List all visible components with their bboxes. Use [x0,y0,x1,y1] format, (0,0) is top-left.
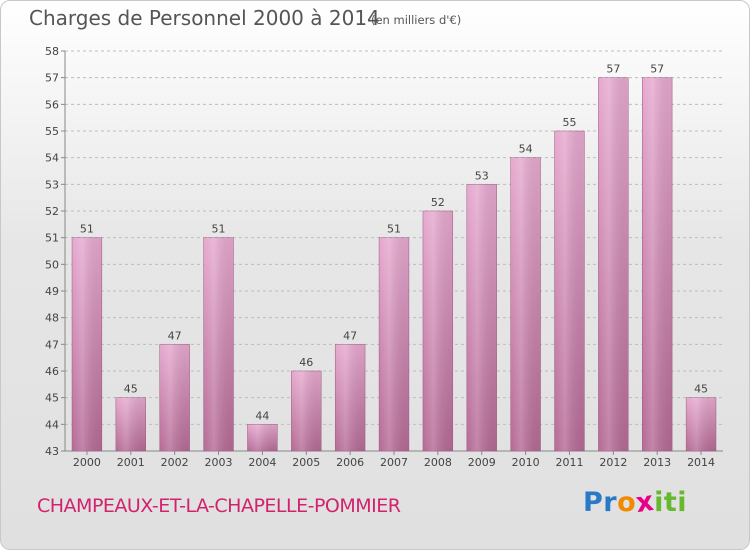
bar-shine [686,397,716,451]
x-tick-label: 2010 [512,456,540,469]
bar-value-label: 45 [694,383,708,396]
bar-value-label: 45 [124,383,138,396]
bar-value-label: 57 [606,63,620,76]
bar-value-label: 52 [431,196,445,209]
x-tick-label: 2007 [380,456,408,469]
bar-value-label: 47 [343,329,357,342]
bar-shine [554,131,585,451]
bar-shine [379,237,409,451]
x-tick-label: 2008 [424,456,452,469]
x-tick-label: 2003 [205,456,233,469]
bar-shine [159,344,190,451]
x-tick-label: 2002 [161,456,189,469]
y-tick-label: 48 [45,312,59,325]
x-tick-label: 2012 [599,456,627,469]
y-tick-label: 45 [45,392,59,405]
logo-letter: o [617,487,637,518]
bar-value-label: 51 [387,223,401,236]
x-tick-label: 2009 [468,456,496,469]
y-tick-label: 43 [45,445,59,458]
x-tick-label: 2005 [292,456,320,469]
bar-value-label: 57 [650,63,664,76]
logo-letter: r [603,487,618,518]
y-tick-label: 46 [45,365,59,378]
proxiti-logo[interactable]: Proxiti [583,485,688,520]
bar-shine [598,77,629,452]
bar-value-label: 54 [519,143,533,156]
bar-value-label: 51 [212,223,226,236]
logo-letter: P [583,487,604,518]
bar-shine [422,211,453,451]
x-tick-label: 2004 [248,456,276,469]
x-tick-label: 2013 [643,456,671,469]
y-tick-label: 47 [45,338,59,351]
y-tick-label: 51 [45,232,59,245]
x-tick-label: 2006 [336,456,364,469]
y-tick-label: 58 [45,45,59,58]
x-tick-label: 2014 [687,456,715,469]
bar-value-label: 53 [475,169,489,182]
x-tick-label: 2011 [555,456,583,469]
chart-subtitle: (en milliers d'€) [371,13,462,27]
y-tick-label: 56 [45,98,59,111]
bar-shine [642,77,673,452]
logo-letter: i [654,487,664,518]
bar-value-label: 44 [255,409,269,422]
y-tick-label: 49 [45,285,59,298]
y-tick-label: 55 [45,125,59,138]
bar-value-label: 46 [299,356,313,369]
y-tick-label: 53 [45,178,59,191]
y-tick-label: 44 [45,418,59,431]
logo-letter: i [677,487,688,518]
bar-shine [247,424,278,451]
bar-shine [115,397,146,451]
bar-shine [203,237,234,451]
y-tick-label: 52 [45,205,59,218]
y-tick-label: 54 [45,152,59,165]
bar-value-label: 51 [80,223,94,236]
bar-shine [510,157,541,451]
bar-value-label: 47 [168,329,182,342]
x-tick-label: 2000 [73,456,101,469]
y-tick-label: 57 [45,72,59,85]
bar-shine [466,184,497,452]
logo-letter: t [663,487,678,518]
town-name: CHAMPEAUX-ET-LA-CHAPELLE-POMMIER [37,495,401,517]
bar-value-label: 55 [562,116,576,129]
y-tick-label: 50 [45,258,59,271]
logo-letter: x [634,485,657,520]
x-tick-label: 2001 [117,456,145,469]
bar-shine [72,237,102,451]
bar-shine [291,371,322,451]
chart-title: Charges de Personnel 2000 à 2014 [29,6,380,30]
bar-shine [335,344,366,451]
